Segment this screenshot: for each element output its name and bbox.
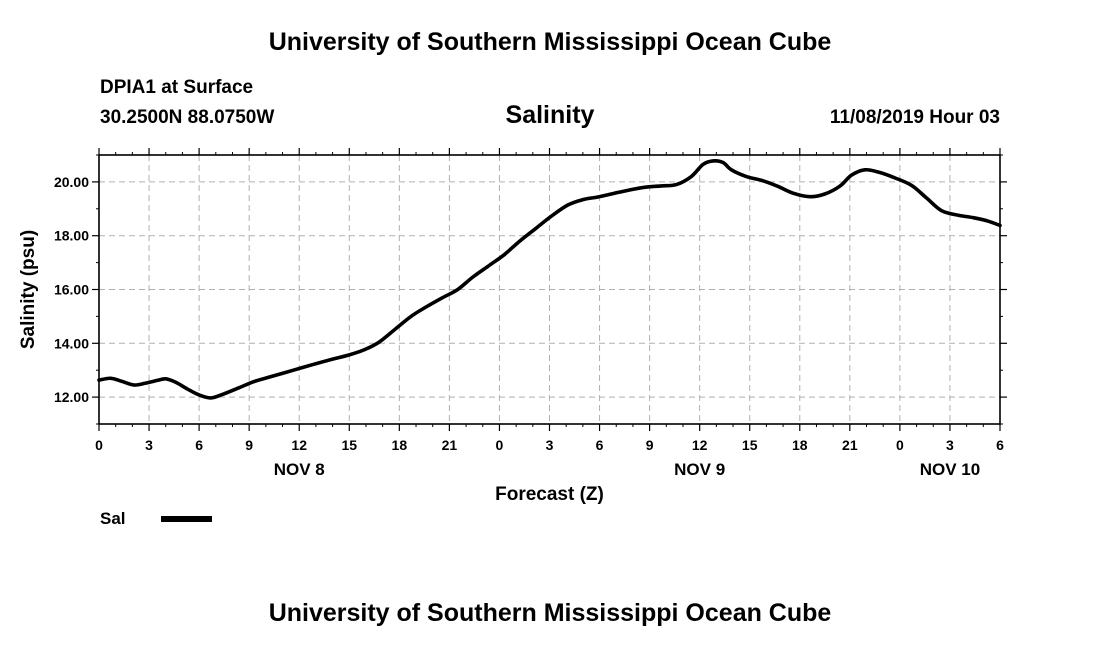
x-tick-label: 12	[692, 437, 708, 453]
grid	[99, 155, 1000, 424]
forecast-date-label: 11/08/2019 Hour 03	[829, 107, 1000, 128]
legend-label: Sal	[100, 509, 126, 528]
y-tick-label: 14.00	[54, 335, 89, 351]
day-label: NOV 8	[274, 460, 325, 479]
chart-title: Salinity	[505, 101, 595, 129]
x-tick-label: 0	[896, 437, 904, 453]
y-tick-label: 20.00	[54, 174, 89, 190]
x-tick-label: 21	[842, 437, 858, 453]
y-tick-label: 18.00	[54, 228, 89, 244]
x-tick-label: 15	[341, 437, 357, 453]
y-tick-label: 12.00	[54, 389, 89, 405]
x-tick-label: 18	[392, 437, 408, 453]
x-tick-label: 6	[996, 437, 1004, 453]
x-tick-label: 3	[145, 437, 153, 453]
y-tick-label: 16.00	[54, 282, 89, 298]
series-line-sal	[97, 159, 1002, 400]
x-axis-title: Forecast (Z)	[495, 484, 604, 505]
x-tick-label: 21	[442, 437, 458, 453]
x-tick-label: 9	[245, 437, 253, 453]
day-label: NOV 10	[920, 460, 980, 479]
x-tick-label: 12	[291, 437, 307, 453]
x-tick-label: 3	[546, 437, 554, 453]
axis-ticks	[92, 148, 1007, 431]
axis-labels: 0 3 6 9 12 15 18 21 0 3 6 9 12 15 18 21 0 3 6 12.00 14.00 16.…	[54, 174, 1004, 479]
x-tick-label: 3	[946, 437, 954, 453]
x-tick-label: 6	[195, 437, 203, 453]
x-tick-label: 15	[742, 437, 758, 453]
coordinates-label: 30.2500N 88.0750W	[100, 107, 275, 128]
x-tick-label: 0	[95, 437, 103, 453]
x-tick-label: 18	[792, 437, 808, 453]
legend-swatch	[161, 516, 212, 522]
footer-title: University of Southern Mississippi Ocean…	[268, 599, 832, 627]
x-tick-label: 6	[596, 437, 604, 453]
y-axis-title: Salinity (psu)	[18, 230, 39, 349]
x-tick-label: 9	[646, 437, 654, 453]
page-title: University of Southern Mississippi Ocean…	[268, 28, 832, 56]
day-label: NOV 9	[674, 460, 725, 479]
x-tick-label: 0	[496, 437, 504, 453]
station-label: DPIA1 at Surface	[100, 77, 254, 98]
